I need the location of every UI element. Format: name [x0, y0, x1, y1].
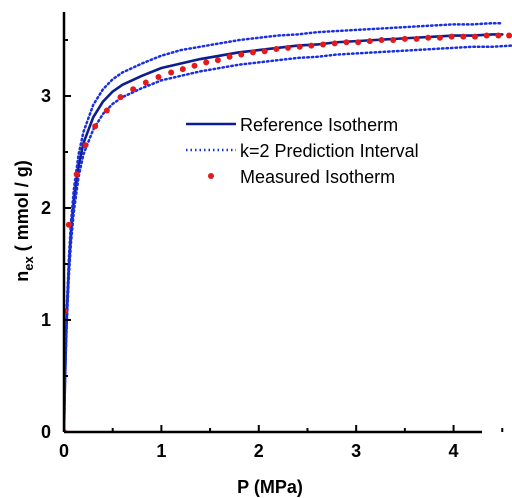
- measured-isotherm-point: [226, 53, 233, 60]
- legend-label-prediction-interval: k=2 Prediction Interval: [240, 141, 419, 161]
- measured-isotherm-point: [506, 32, 512, 39]
- x-tick-label: 3: [351, 441, 361, 461]
- y-tick-label: 0: [41, 422, 51, 442]
- measured-isotherm-point: [320, 41, 327, 48]
- prediction-interval-lower-line: [64, 44, 512, 432]
- legend-marker-swatch: [208, 173, 214, 179]
- measured-isotherm-point: [378, 37, 385, 43]
- measured-isotherm-point: [82, 142, 89, 149]
- measured-isotherm-point: [65, 221, 72, 228]
- measured-isotherm-point: [355, 39, 362, 46]
- axes-layer: 0 1 2 3 0 1 2 3 4: [41, 12, 504, 461]
- y-axis-title-main: n: [12, 271, 32, 282]
- measured-isotherm-point: [413, 35, 420, 42]
- measured-isotherm-point: [401, 35, 408, 42]
- legend: Reference Isotherm k=2 Prediction Interv…: [186, 115, 419, 187]
- measured-isotherm-point: [73, 171, 80, 178]
- measured-isotherm-point: [117, 94, 124, 101]
- measured-isotherm-point: [308, 42, 315, 49]
- measured-isotherm-point: [168, 69, 175, 76]
- measured-isotherm-point: [142, 79, 149, 86]
- measured-isotherm-point: [191, 62, 198, 69]
- measured-isotherm-point: [483, 32, 490, 39]
- measured-isotherm-point: [273, 45, 280, 52]
- measured-isotherm-point: [343, 39, 350, 46]
- measured-isotherm-point: [203, 59, 210, 66]
- y-tick-label: 3: [41, 86, 51, 106]
- measured-isotherm-point: [179, 66, 186, 73]
- measured-isotherm-point: [331, 40, 338, 47]
- y-tick-label: 1: [41, 310, 51, 330]
- prediction-interval-upper-line: [64, 21, 504, 432]
- legend-label-measured-isotherm: Measured Isotherm: [240, 167, 395, 187]
- measured-isotherm-point: [261, 48, 268, 55]
- measured-isotherm-point: [460, 33, 467, 40]
- measured-isotherm-point: [285, 44, 291, 51]
- x-axis-title: P (MPa): [237, 477, 303, 497]
- measured-isotherm-point: [92, 123, 99, 130]
- x-tick-label: 2: [254, 441, 264, 461]
- measured-isotherm-point: [390, 37, 397, 43]
- measured-isotherm-point: [448, 33, 455, 40]
- measured-isotherm-point: [366, 38, 373, 45]
- measured-isotherm-point: [495, 32, 502, 39]
- measured-isotherm-point: [155, 73, 162, 80]
- y-axis-title-subscript: ex: [21, 256, 36, 271]
- measured-isotherm-point: [296, 43, 303, 50]
- y-axis-title: nex ( mmol / g): [12, 160, 36, 281]
- legend-label-reference-isotherm: Reference Isotherm: [240, 115, 398, 135]
- measured-isotherm-point: [249, 49, 256, 56]
- x-tick-label: 0: [59, 441, 69, 461]
- measured-isotherm-point: [425, 34, 432, 41]
- plot-area: [64, 21, 512, 432]
- measured-isotherm-point: [214, 57, 221, 64]
- measured-isotherm-point: [436, 34, 443, 41]
- y-axis-title-rest: ( mmol / g): [12, 160, 32, 256]
- x-tick-label: 1: [156, 441, 166, 461]
- measured-isotherm-point: [471, 33, 478, 40]
- measured-isotherm-point: [130, 86, 137, 93]
- measured-isotherm-point: [238, 51, 245, 58]
- x-tick-label: 4: [449, 441, 459, 461]
- measured-isotherm-point: [103, 107, 110, 114]
- y-tick-label: 2: [41, 198, 51, 218]
